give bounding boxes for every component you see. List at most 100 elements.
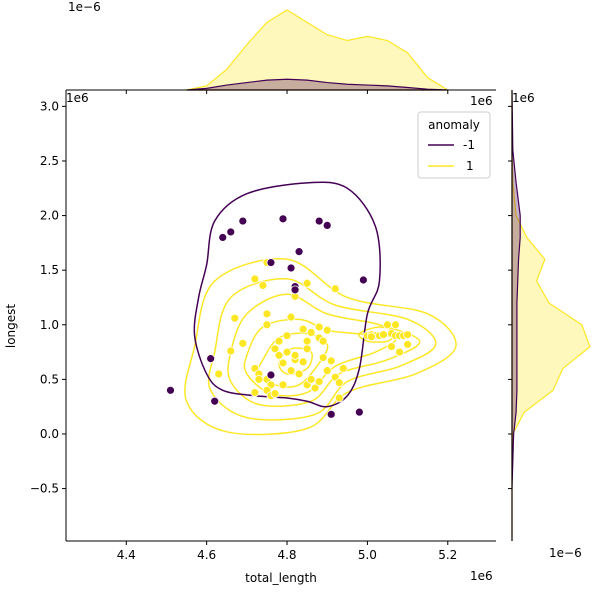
y-offset-text: 1e6 xyxy=(66,91,89,105)
scatter-point xyxy=(330,284,340,294)
scatter-point xyxy=(318,336,328,346)
legend: anomaly -1 1 xyxy=(417,111,491,179)
top-density-neg1 xyxy=(186,78,448,91)
top-marginal-offset-text: 1e−6 xyxy=(68,0,101,14)
scatter-point xyxy=(226,227,236,237)
y-tick-label: 1.0 xyxy=(40,318,59,332)
scatter-point xyxy=(322,325,332,335)
scatter-point xyxy=(322,221,332,230)
scatter-point xyxy=(230,313,240,323)
scatter-point xyxy=(210,396,220,406)
scatter-point xyxy=(318,353,328,362)
scatter-point xyxy=(266,258,276,267)
x-tick-label: 5.2 xyxy=(438,548,457,562)
right-marginal-plot xyxy=(508,89,591,541)
scatter-point xyxy=(391,320,400,330)
scatter-points xyxy=(166,214,412,419)
scatter-point xyxy=(302,278,312,288)
scatter-point xyxy=(262,309,272,319)
scatter-point xyxy=(334,393,344,403)
kde-contour-1 xyxy=(227,293,421,407)
y-tick-label: 1.5 xyxy=(40,263,59,277)
x-tick-label: 4.4 xyxy=(117,548,136,562)
scatter-point xyxy=(250,274,260,284)
scatter-point xyxy=(294,247,304,257)
scatter-point xyxy=(298,324,308,334)
scatter-point xyxy=(270,389,280,398)
x-axis-label: total_length xyxy=(245,571,317,585)
scatter-point xyxy=(282,331,292,341)
scatter-point xyxy=(270,344,280,354)
scatter-point xyxy=(326,409,336,419)
scatter-point xyxy=(290,285,300,295)
scatter-point xyxy=(262,320,272,330)
legend-label-pos1: 1 xyxy=(466,159,474,173)
scatter-point xyxy=(298,357,308,367)
x-offset-text: 1e6 xyxy=(470,569,493,583)
top-density-1 xyxy=(186,9,450,91)
kde-contour-1 xyxy=(184,258,457,436)
axes: 4.4 4.6 4.8 5.0 5.2 −0.5 0.0 0.5 1.0 1.5 2.0 2.5 3.0 xyxy=(30,90,496,562)
kde-contour-neg1 xyxy=(193,181,381,408)
scatter-point xyxy=(314,377,324,386)
scatter-point xyxy=(383,320,392,330)
scatter-point xyxy=(258,281,268,290)
y-tick-label: 3.0 xyxy=(40,99,59,113)
y-tick-label: 0.5 xyxy=(40,372,59,386)
right-density-neg1 xyxy=(511,89,521,541)
scatter-point xyxy=(379,330,388,340)
scatter-point xyxy=(322,366,332,376)
scatter-point xyxy=(294,369,304,379)
scatter-point xyxy=(358,275,368,285)
scatter-point xyxy=(238,338,248,348)
scatter-point xyxy=(302,344,312,354)
right-marginal-offset-text: 1e6 xyxy=(512,91,535,105)
scatter-point xyxy=(403,340,412,349)
right-density-1 xyxy=(511,90,591,541)
scatter-point xyxy=(166,385,175,395)
scatter-point xyxy=(206,354,216,364)
scatter-point xyxy=(286,312,296,322)
y-tick-label: 2.5 xyxy=(40,154,59,168)
scatter-point xyxy=(274,350,284,360)
scatter-point xyxy=(334,378,344,388)
y-tick-label: 0.0 xyxy=(40,427,59,441)
scatter-point xyxy=(286,366,296,376)
kde-contour-1 xyxy=(207,278,437,421)
scatter-point xyxy=(314,322,324,332)
scatter-point xyxy=(290,350,300,360)
scatter-point xyxy=(310,383,320,393)
y-tick-label: 2.0 xyxy=(40,209,59,223)
right-marginal-offset-bottom: 1e−6 xyxy=(549,546,582,560)
top-marginal-plot xyxy=(66,9,496,94)
scatter-point xyxy=(306,328,316,337)
top-marginal-offset-right: 1e6 xyxy=(470,94,493,108)
y-axis-label: longest xyxy=(4,304,18,349)
x-tick-label: 4.6 xyxy=(197,548,216,562)
x-tick-label: 5.0 xyxy=(358,548,377,562)
scatter-point xyxy=(266,370,276,380)
scatter-point xyxy=(338,364,348,373)
scatter-point xyxy=(218,233,228,242)
legend-label-neg1: -1 xyxy=(463,138,475,152)
scatter-point xyxy=(278,358,288,368)
scatter-point xyxy=(278,214,288,224)
scatter-point xyxy=(314,216,324,226)
scatter-point xyxy=(286,263,296,273)
y-tick-label: −0.5 xyxy=(30,482,59,496)
scatter-point xyxy=(306,374,316,384)
scatter-point xyxy=(238,216,248,226)
x-tick-label: 4.8 xyxy=(277,548,296,562)
scatter-point xyxy=(367,332,376,342)
scatter-point xyxy=(302,336,312,346)
scatter-point xyxy=(403,330,412,340)
legend-title: anomaly xyxy=(428,118,480,132)
scatter-point xyxy=(282,347,292,357)
scatter-point xyxy=(274,336,284,346)
scatter-point xyxy=(354,407,364,417)
scatter-point xyxy=(278,380,288,390)
scatter-point xyxy=(214,369,224,379)
scatter-point xyxy=(387,342,396,352)
scatter-point xyxy=(326,356,336,366)
